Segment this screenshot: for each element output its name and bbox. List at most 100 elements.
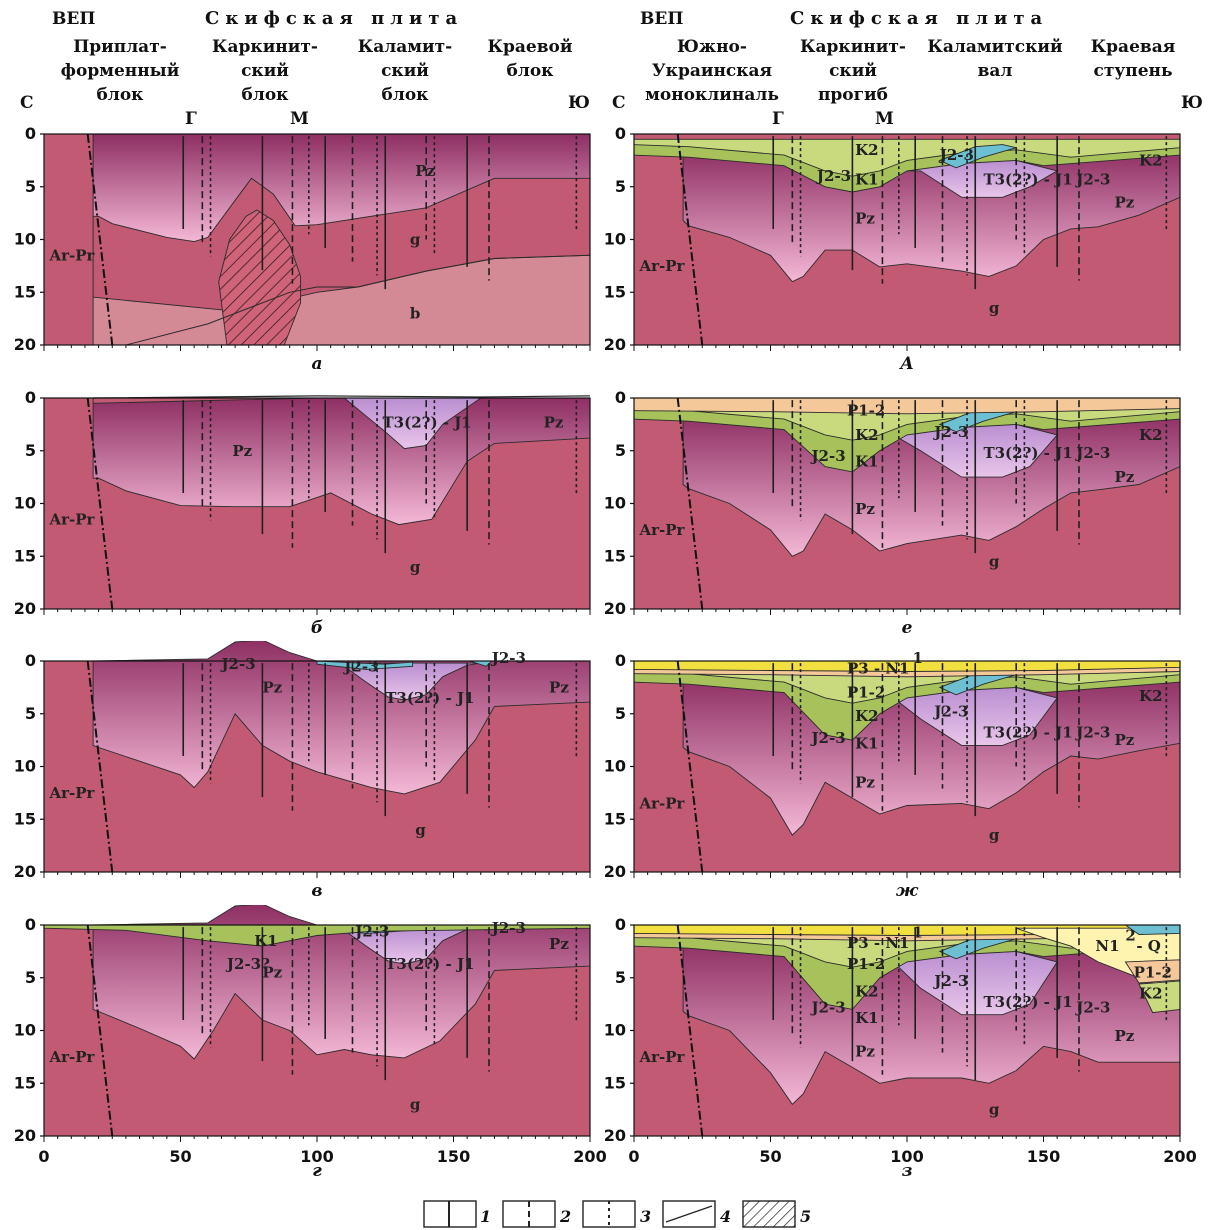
y-tick-label: 0 bbox=[25, 915, 36, 934]
header-right-north: С bbox=[612, 93, 626, 113]
unit-label: Pz bbox=[855, 773, 875, 791]
unit-label: J2-3 bbox=[1074, 170, 1110, 188]
unit-label: N1 bbox=[1095, 937, 1119, 955]
panel-label: а bbox=[311, 354, 322, 374]
y-tick-label: 20 bbox=[604, 862, 626, 881]
header-left-block-platform: Приплат-форменный блок bbox=[61, 37, 180, 105]
unit-label: Pz bbox=[855, 1043, 875, 1061]
y-tick-label: 0 bbox=[615, 124, 626, 143]
x-tick-label: 150 bbox=[1027, 1147, 1060, 1166]
unit-label: J2-3? bbox=[225, 955, 270, 973]
unit-label: J2-3 bbox=[490, 919, 526, 937]
unit-label: J2-3 bbox=[932, 972, 968, 990]
y-tick-label: 15 bbox=[604, 282, 626, 301]
y-tick-label: 15 bbox=[604, 1073, 626, 1092]
header-left-marker-m: М bbox=[290, 109, 309, 129]
unit-label: Pz bbox=[262, 963, 282, 981]
header-right: ВЕП Скифская плита С Ю Г М Южно-Украинск… bbox=[612, 8, 1203, 129]
unit-label: J2-3 bbox=[809, 447, 845, 465]
header-right-block-kalamit-swell: Каламитский вал bbox=[927, 37, 1063, 81]
panel-label: б bbox=[311, 618, 323, 638]
unit-label: J2-3 bbox=[932, 703, 968, 721]
unit-label: Pz bbox=[549, 935, 569, 953]
unit-label: K1 bbox=[855, 452, 878, 470]
unit-label: Pz bbox=[855, 500, 875, 518]
legend-label-3: 3 bbox=[640, 1207, 651, 1226]
unit-label: J2-3 bbox=[932, 423, 968, 441]
unit-label: P3 - N1 bbox=[847, 659, 910, 677]
unit-label: T3(2?) - J1 bbox=[983, 724, 1072, 742]
platform-boundary-fault bbox=[86, 660, 114, 872]
section-body-A bbox=[634, 133, 1180, 345]
unit-label: P3 - N1 bbox=[847, 934, 910, 952]
section-body-a bbox=[44, 133, 590, 345]
header-left: ВЕП Скифская плита С Ю Г М Приплат-форме… bbox=[20, 8, 590, 129]
platform-boundary-fault bbox=[676, 397, 704, 609]
section-body-e bbox=[634, 397, 1180, 609]
unit-label: J2-3 bbox=[938, 146, 974, 164]
unit-label: g bbox=[989, 1101, 1000, 1119]
y-tick-label: 20 bbox=[14, 862, 36, 881]
unit-label: Pz bbox=[549, 678, 569, 696]
x-tick-label: 50 bbox=[759, 1147, 781, 1166]
k2-unit bbox=[634, 138, 1180, 177]
x-tick-label: 100 bbox=[890, 1147, 923, 1166]
unit-label: 1 bbox=[912, 923, 922, 941]
pz-unit bbox=[92, 641, 590, 795]
panel-label: ж bbox=[896, 881, 919, 901]
unit-label: K2 bbox=[855, 982, 878, 1000]
legend-item-5: 5 bbox=[742, 1200, 811, 1228]
unit-label: K1 bbox=[855, 1009, 878, 1027]
unit-label: Pz bbox=[1114, 1027, 1134, 1045]
section-body-b bbox=[44, 395, 590, 609]
header-right-block-marginal-step: Краевая ступень bbox=[1091, 37, 1176, 81]
unit-label: K1 bbox=[855, 734, 878, 752]
platform-boundary-fault bbox=[676, 924, 704, 1136]
platform-boundary-fault bbox=[86, 924, 114, 1136]
y-tick-label: 0 bbox=[615, 651, 626, 670]
x-tick-label: 200 bbox=[1163, 1147, 1196, 1166]
unit-label: T3(2?) - J1 bbox=[983, 444, 1072, 462]
unit-label: g bbox=[989, 299, 1000, 317]
header-left-block-kalamit: Каламит-ский блок bbox=[358, 37, 452, 105]
y-tick-label: 10 bbox=[14, 757, 36, 776]
unit-label: J2-3 bbox=[342, 657, 378, 675]
legend-label-5: 5 bbox=[800, 1207, 811, 1226]
y-tick-label: 5 bbox=[25, 177, 36, 196]
unit-label: T3(2?) - J1 bbox=[385, 689, 474, 707]
header-right-marker-g: Г bbox=[772, 109, 784, 129]
triassic-jurassic-unit bbox=[316, 662, 481, 701]
unit-label: P1-2 bbox=[847, 402, 885, 420]
unit-label: J2-3 bbox=[490, 649, 526, 667]
header-left-north: С bbox=[20, 93, 34, 113]
unit-label: b bbox=[410, 304, 421, 322]
y-tick-label: 20 bbox=[14, 599, 36, 618]
header-right-block-south-ukrainian: Южно-Украинская моноклиналь bbox=[645, 37, 779, 105]
unit-label: Pz bbox=[1114, 468, 1134, 486]
legend-label-4: 4 bbox=[720, 1207, 731, 1226]
y-tick-label: 0 bbox=[615, 388, 626, 407]
legend-label-1: 1 bbox=[480, 1207, 491, 1226]
unit-label: Ar-Pr bbox=[48, 510, 95, 528]
y-tick-label: 20 bbox=[604, 1126, 626, 1145]
unit-label: g bbox=[989, 553, 1000, 571]
unit-label: J2-3 bbox=[815, 167, 851, 185]
y-tick-label: 5 bbox=[615, 177, 626, 196]
unit-label: J2-3 bbox=[219, 655, 255, 673]
panel-label: е bbox=[902, 618, 913, 638]
unit-label: Ar-Pr bbox=[48, 246, 95, 264]
k1-unit bbox=[44, 924, 590, 947]
k1-unit bbox=[634, 671, 1180, 741]
section-body-v bbox=[44, 641, 590, 872]
unit-label: K1 bbox=[855, 170, 878, 188]
section-panel-v: Ar-Pr J2-3 Pz J2-3 T3(2?) - J1 J2-3 Pz g 0 5 10 15 2… bbox=[14, 641, 591, 901]
unit-label: Pz bbox=[1114, 731, 1134, 749]
y-tick-label: 10 bbox=[604, 494, 626, 513]
unit-label: J2-3 bbox=[353, 922, 389, 940]
unit-label: g bbox=[410, 1095, 421, 1113]
y-tick-label: 20 bbox=[14, 335, 36, 354]
